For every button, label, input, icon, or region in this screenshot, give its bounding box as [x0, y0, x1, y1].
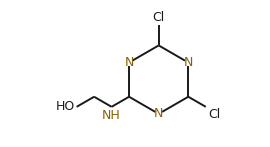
Text: N: N — [154, 107, 163, 120]
Text: N: N — [184, 56, 193, 69]
Text: Cl: Cl — [153, 10, 165, 24]
Text: N: N — [124, 56, 134, 69]
Text: HO: HO — [56, 100, 75, 113]
Text: NH: NH — [102, 109, 121, 122]
Text: Cl: Cl — [208, 108, 220, 121]
